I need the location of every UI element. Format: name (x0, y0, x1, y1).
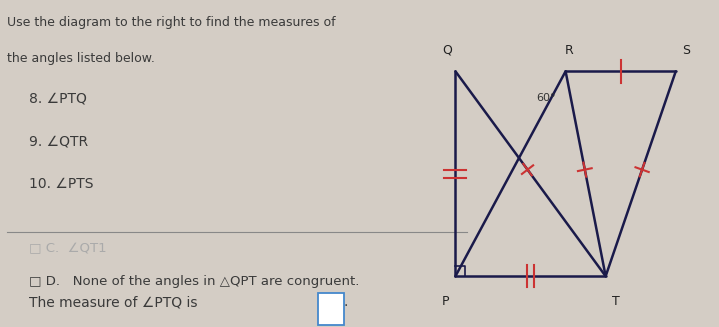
Text: 60°: 60° (536, 93, 555, 103)
Text: Use the diagram to the right to find the measures of: Use the diagram to the right to find the… (7, 16, 336, 29)
Text: S: S (682, 44, 690, 57)
Text: .: . (344, 295, 348, 309)
Text: 10. ∠PTS: 10. ∠PTS (29, 177, 93, 191)
Text: T: T (612, 295, 620, 308)
Text: the angles listed below.: the angles listed below. (7, 52, 155, 65)
Text: □ C.  ∠QT1: □ C. ∠QT1 (29, 242, 106, 255)
Text: □ D.   None of the angles in △QPT are congruent.: □ D. None of the angles in △QPT are cong… (29, 275, 359, 288)
Text: 8. ∠PTQ: 8. ∠PTQ (29, 92, 86, 106)
Text: Q: Q (442, 44, 452, 57)
Text: 9. ∠QTR: 9. ∠QTR (29, 134, 88, 148)
Text: The measure of ∠PTQ is: The measure of ∠PTQ is (29, 295, 197, 309)
Text: R: R (565, 44, 574, 57)
Text: P: P (441, 295, 449, 308)
FancyBboxPatch shape (318, 293, 344, 325)
